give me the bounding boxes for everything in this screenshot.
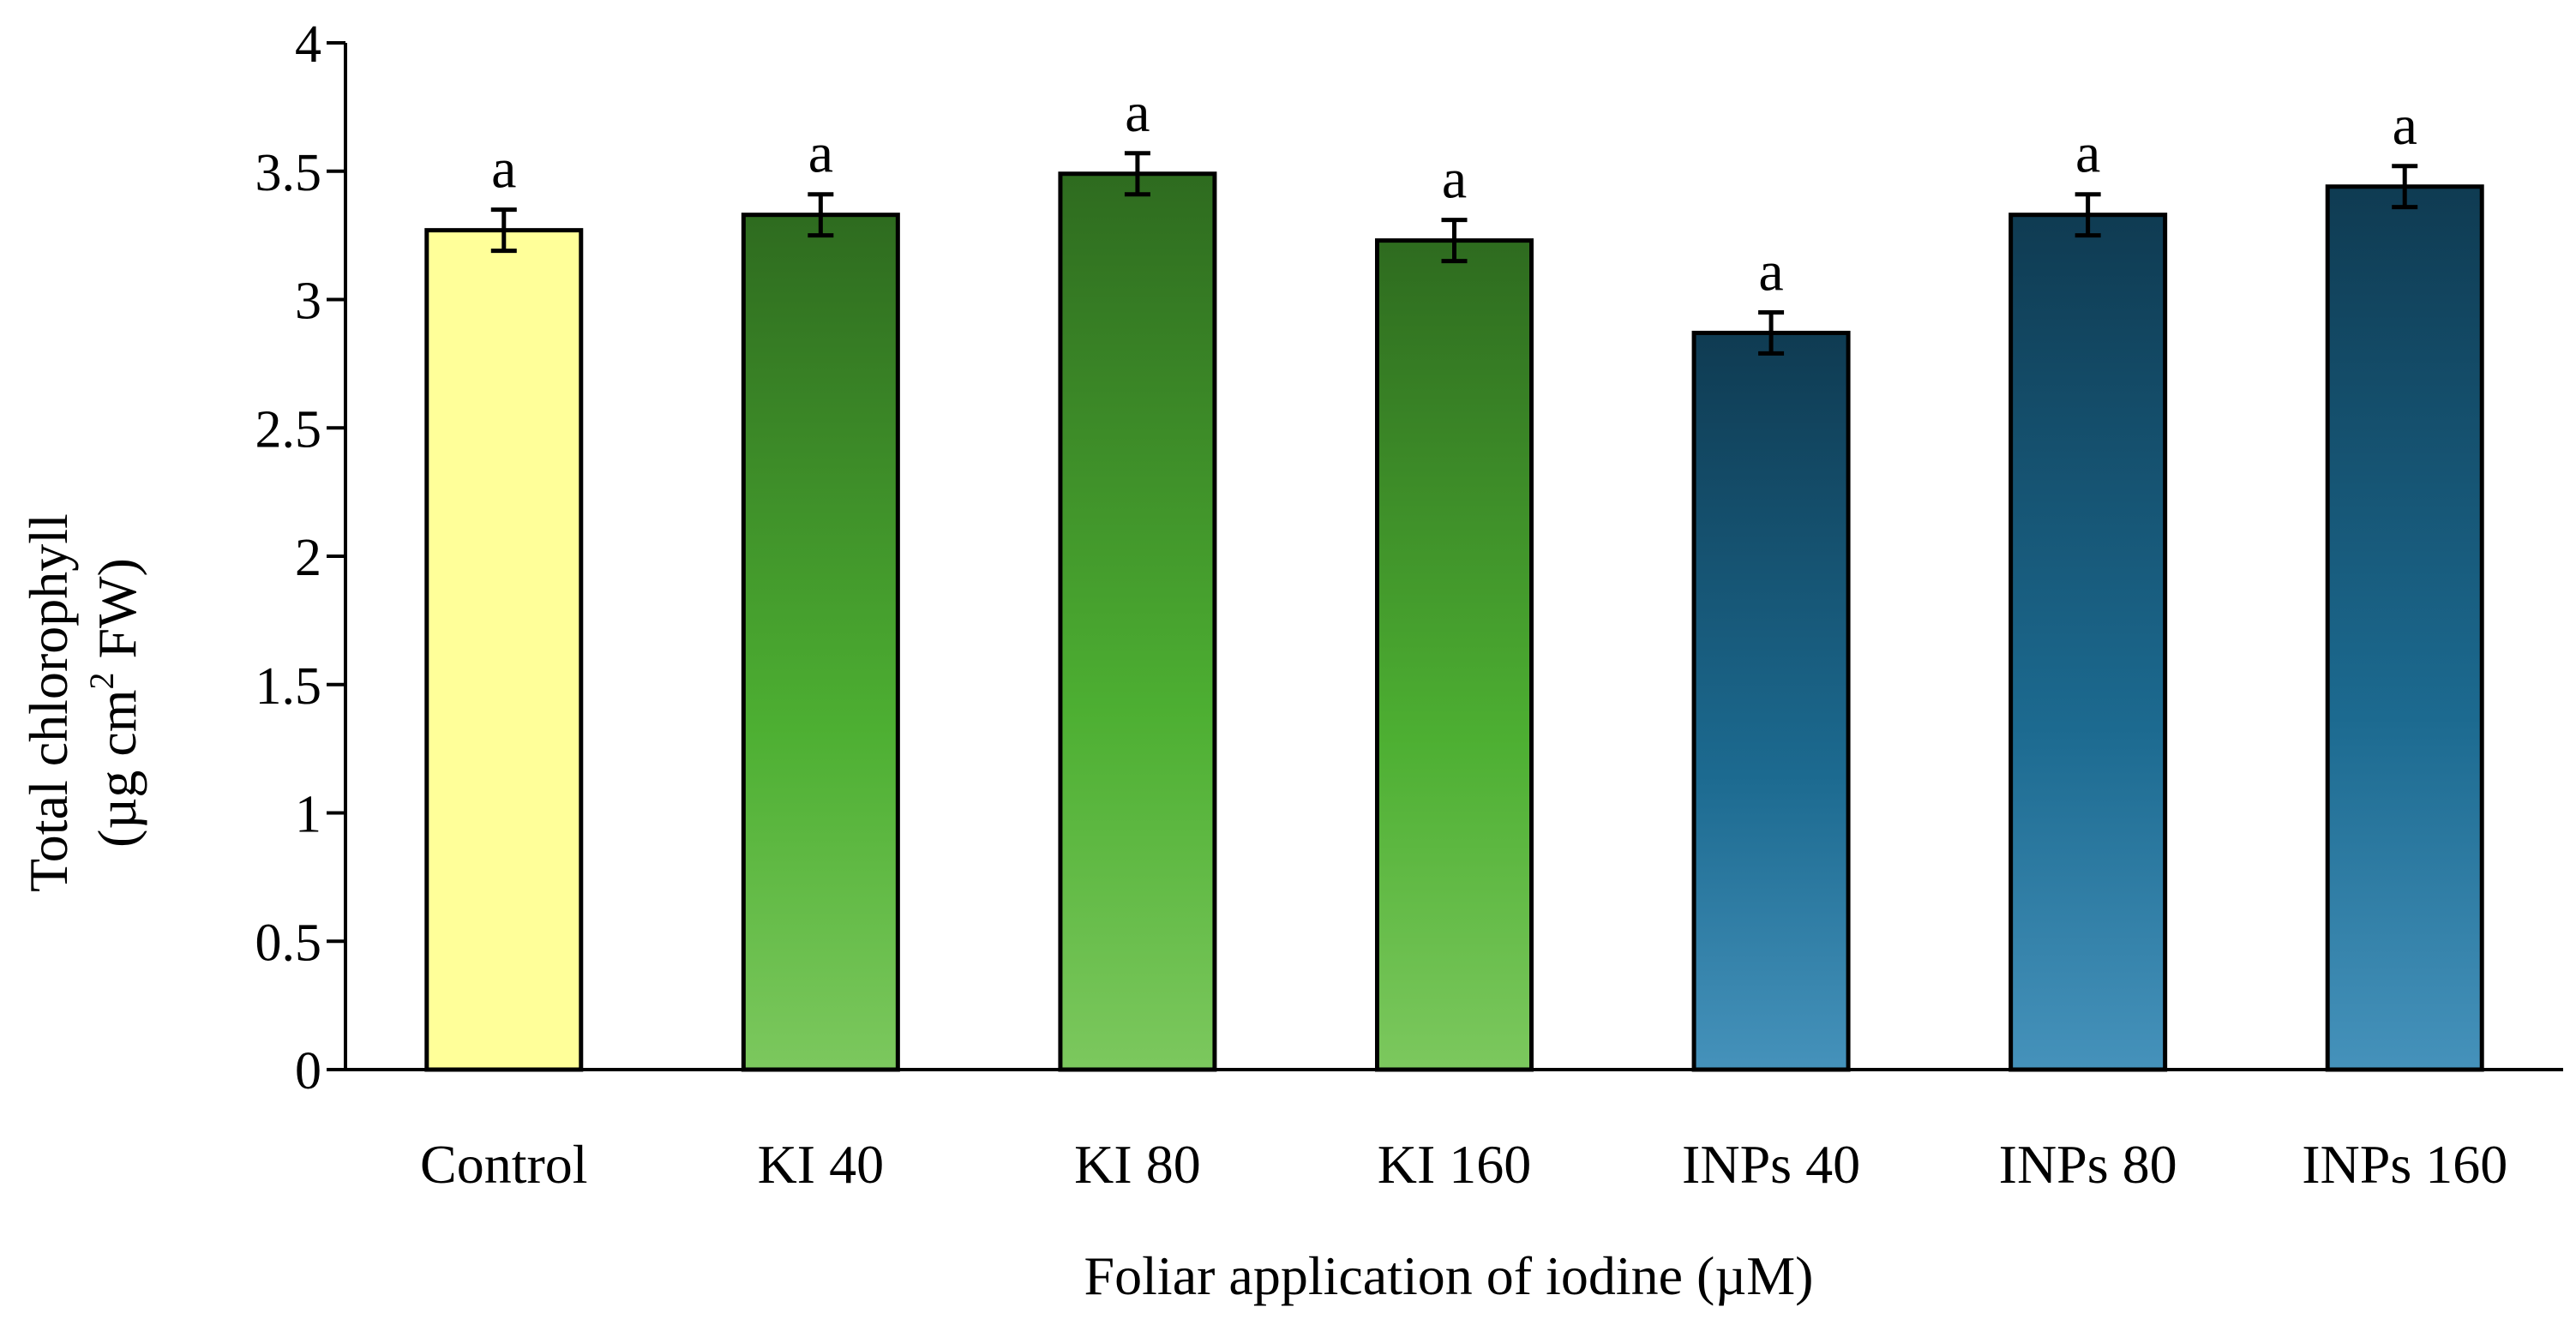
error-bar [2392,164,2418,210]
y-tick-label: 0 [295,1042,321,1100]
y-axis-title-line2: (µg cm2 FW) [82,558,147,848]
y-axis-title-line2-prefix: (µg cm [87,689,147,847]
y-tick-label: 0.5 [255,914,322,972]
x-tick-labels-layer: Control KI 40 KI 80 KI 160 INPs 40 INPs 80 INP… [420,1134,2507,1195]
x-tick-label: KI 160 [1378,1134,1532,1195]
bar-ki-80 [1058,171,1217,1072]
x-tick-label: KI 40 [758,1134,885,1195]
significance-letter: a [1442,148,1467,211]
significance-letter: a [491,138,516,201]
y-tick-label: 2.5 [255,400,322,459]
bar-control [424,228,584,1072]
y-axis-title: Total chlorophyll (µg cm2 FW) [18,513,147,892]
y-tick-label: 1 [295,786,321,844]
bar-ki-40 [741,213,900,1072]
error-bar [2075,192,2101,238]
error-bar [1441,218,1468,264]
error-bar [1124,151,1150,197]
x-axis-title: Foliar application of iodine (µM) [1084,1245,1814,1306]
y-axis-title-line2-suffix: FW) [87,558,147,672]
significance-letters-layer: a a a a a a a [491,81,2417,303]
y-tick-label: 2 [295,529,321,587]
significance-letter: a [2393,94,2417,157]
x-tick-label: Control [420,1134,588,1195]
error-bar [808,192,834,238]
error-bar [1758,309,1785,356]
x-tick-label: INPs 160 [2302,1134,2507,1195]
error-bars-layer [490,151,2418,356]
x-tick-label: INPs 80 [1999,1134,2177,1195]
y-axis-title-line1: Total chlorophyll [18,513,79,892]
y-tick-label: 3 [295,273,321,331]
bars-layer [424,171,2484,1072]
significance-letter: a [1758,240,1783,303]
x-tick-label: INPs 40 [1682,1134,1860,1195]
significance-letter: a [808,123,833,185]
error-bar [490,207,517,254]
significance-letter: a [2075,123,2100,185]
y-ticks-layer: 0 0.5 1 1.5 2 2.5 3 3.5 4 [255,15,345,1100]
x-tick-label: KI 80 [1074,1134,1201,1195]
y-tick-label: 4 [295,15,321,74]
bar-inps-160 [2325,184,2484,1072]
y-tick-label: 3.5 [255,144,322,202]
y-tick-label: 1.5 [255,657,322,716]
bar-inps-80 [2009,213,2168,1072]
y-axis-title-line2-sup: 2 [82,672,121,689]
significance-letter: a [1125,81,1150,144]
bar-inps-40 [1691,330,1851,1072]
bar-ki-160 [1375,238,1534,1072]
